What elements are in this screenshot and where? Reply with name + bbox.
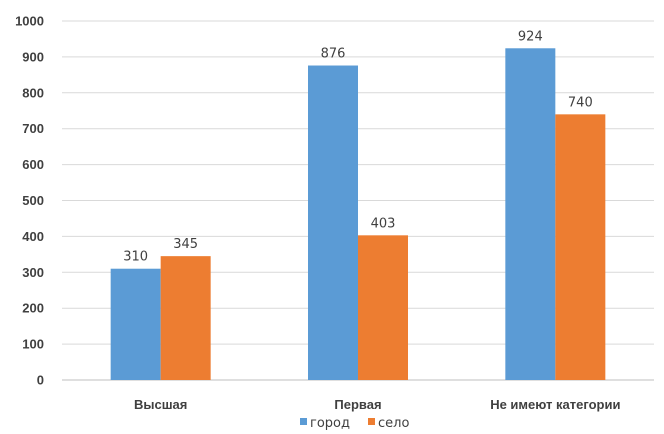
bar-село-1 [358,235,408,380]
legend-swatch-село [368,418,375,425]
bar-город-0 [110,268,161,380]
data-labels: 310 345 876 403 924 740 [123,29,592,264]
y-tick-label: 700 [22,121,44,136]
x-tick-label: Высшая [134,397,187,412]
y-tick-label: 500 [22,193,44,208]
y-tick-label: 600 [22,157,44,172]
y-tick-label: 800 [22,85,44,100]
y-tick-label: 0 [37,373,44,388]
legend-label-село: село [378,416,409,431]
data-label: 740 [568,95,593,110]
y-tick-label: 400 [22,229,44,244]
x-tick-label: Первая [334,397,381,412]
legend: город село [300,416,409,431]
y-tick-label: 900 [22,49,44,64]
bar-село-2 [555,114,606,380]
y-axis-ticks: 0 100 200 300 400 500 600 700 800 900 1000 [15,14,44,388]
data-label: 403 [371,216,396,231]
bar-село-0 [160,256,211,380]
x-axis-ticks: Высшая Первая Не имеют категории [134,397,620,412]
bar-город-1 [308,65,358,381]
data-label: 924 [518,29,543,44]
legend-swatch-город [300,418,307,425]
data-label: 345 [173,237,198,252]
y-tick-label: 300 [22,265,44,280]
data-label: 310 [123,250,148,265]
bars [110,48,606,381]
y-tick-label: 1000 [15,14,44,29]
y-tick-label: 200 [22,301,44,316]
x-tick-label: Не имеют категории [490,397,620,412]
y-tick-label: 100 [22,337,44,352]
bar-город-2 [505,48,556,381]
data-label: 876 [321,47,346,62]
legend-label-город: город [310,416,350,431]
